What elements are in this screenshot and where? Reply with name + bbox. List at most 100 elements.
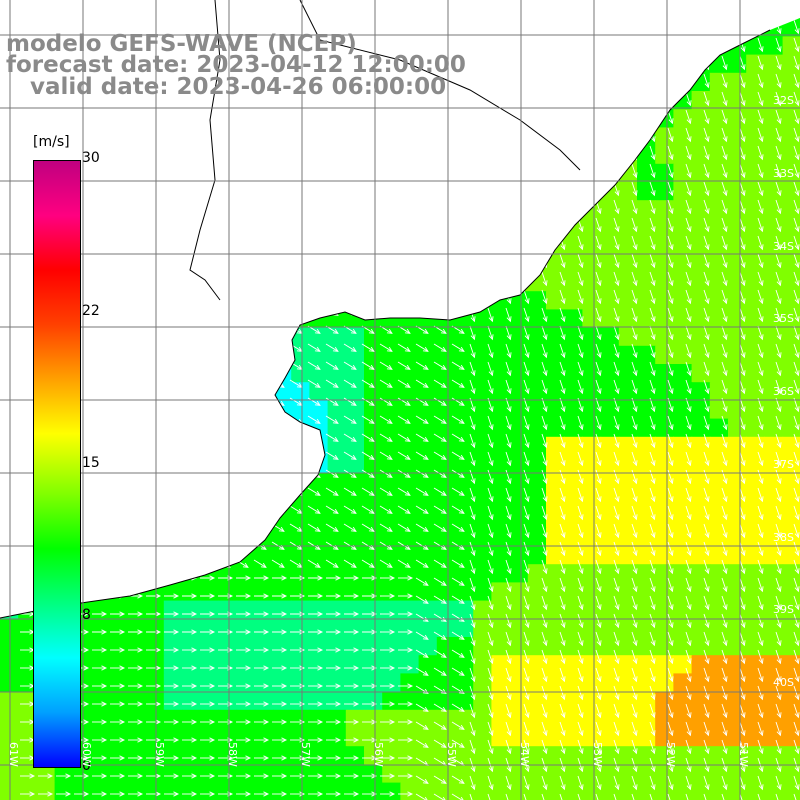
wind-cell	[400, 600, 420, 620]
wind-cell	[109, 618, 128, 638]
wind-arrow-head	[314, 508, 321, 514]
wind-arrow-head	[170, 220, 177, 226]
wind-arrow-head	[206, 436, 213, 442]
wind-cell	[145, 364, 165, 383]
wind-arrow	[415, 469, 429, 478]
wind-cell	[418, 218, 438, 238]
wind-arrow-head	[542, 298, 548, 305]
wind-arrow-head	[98, 256, 105, 262]
wind-cell	[400, 782, 420, 800]
wind-arrow	[487, 19, 493, 34]
wind-arrow-head	[578, 460, 584, 467]
wind-cell	[491, 728, 511, 747]
wind-cell	[163, 218, 183, 238]
wind-cell	[473, 655, 492, 674]
wind-arrow-head	[668, 244, 674, 251]
wind-arrow	[433, 217, 447, 226]
wind-cell	[182, 327, 201, 347]
wind-cell	[600, 145, 620, 165]
wind-arrow-head	[794, 478, 800, 485]
wind-arrow-head	[740, 118, 746, 125]
wind-cell	[509, 364, 529, 383]
wind-arrow	[469, 631, 475, 646]
wind-cell	[564, 436, 583, 456]
wind-cell	[618, 618, 638, 638]
wind-cell	[455, 309, 474, 329]
wind-arrow-head	[758, 82, 764, 89]
wind-arrow	[163, 451, 177, 460]
wind-arrow-head	[278, 112, 285, 118]
wind-cell	[546, 782, 565, 800]
wind-arrow-head	[794, 370, 800, 377]
wind-cell	[218, 345, 238, 365]
wind-arrow-head	[368, 112, 375, 118]
wind-cell	[418, 109, 438, 128]
wind-arrow-head	[422, 130, 429, 136]
wind-cell	[382, 746, 401, 765]
wind-cell	[127, 254, 147, 274]
wind-cell	[637, 473, 656, 492]
wind-cell	[364, 145, 383, 165]
wind-cell	[145, 18, 165, 19]
wind-cell	[236, 109, 256, 128]
wind-arrow	[307, 271, 321, 280]
wind-cell	[200, 364, 219, 383]
wind-arrow	[595, 415, 601, 430]
wind-cell	[728, 18, 747, 19]
wind-cell	[527, 509, 547, 529]
wind-arrow-head	[542, 154, 548, 161]
wind-cell	[127, 473, 147, 492]
wind-arrow-head	[335, 611, 342, 617]
wind-arrow-head	[206, 310, 213, 316]
wind-arrow	[199, 199, 213, 208]
wind-arrow-head	[137, 575, 144, 581]
wind-arrow-head	[422, 598, 429, 604]
wind-arrow	[127, 253, 141, 262]
wind-cell	[382, 200, 401, 219]
wind-cell	[746, 109, 765, 128]
wind-arrow	[271, 361, 285, 370]
wind-arrow-head	[314, 418, 321, 424]
wind-arrow-head	[332, 364, 339, 370]
wind-arrow	[757, 523, 763, 538]
wind-arrow	[271, 415, 285, 424]
wind-arrow	[613, 145, 619, 160]
wind-arrow-head	[614, 424, 620, 431]
wind-arrow	[757, 487, 763, 502]
wind-arrow-head	[506, 532, 512, 539]
wind-cell	[637, 509, 656, 529]
wind-cell	[200, 163, 219, 183]
wind-arrow	[109, 379, 123, 388]
wind-cell	[455, 455, 474, 474]
wind-cell	[273, 546, 292, 565]
wind-cell	[655, 254, 674, 274]
wind-cell	[418, 709, 438, 729]
wind-arrow-head	[278, 562, 285, 568]
wind-cell	[673, 546, 693, 565]
wind-cell	[709, 546, 729, 565]
wind-arrow	[217, 397, 231, 406]
wind-arrow-head	[668, 424, 674, 431]
wind-cell	[691, 36, 711, 56]
wind-arrow-head	[740, 172, 746, 179]
wind-cell	[400, 473, 420, 492]
wind-arrow-head	[758, 460, 764, 467]
wind-cell	[728, 764, 747, 784]
wind-arrow	[181, 127, 195, 136]
wind-cell	[91, 600, 110, 620]
wind-cell	[582, 327, 602, 347]
wind-cell	[163, 345, 183, 365]
wind-arrow	[289, 217, 303, 226]
wind-cell	[473, 618, 492, 638]
wind-cell	[546, 236, 565, 256]
wind-cell	[509, 600, 529, 620]
wind-cell	[509, 54, 529, 74]
wind-cell	[254, 582, 274, 602]
wind-arrow-head	[614, 334, 620, 341]
wind-arrow	[559, 559, 565, 574]
wind-arrow-head	[668, 316, 674, 323]
wind-arrow-head	[542, 622, 548, 629]
wind-arrow	[379, 289, 393, 298]
wind-cell	[309, 746, 329, 765]
